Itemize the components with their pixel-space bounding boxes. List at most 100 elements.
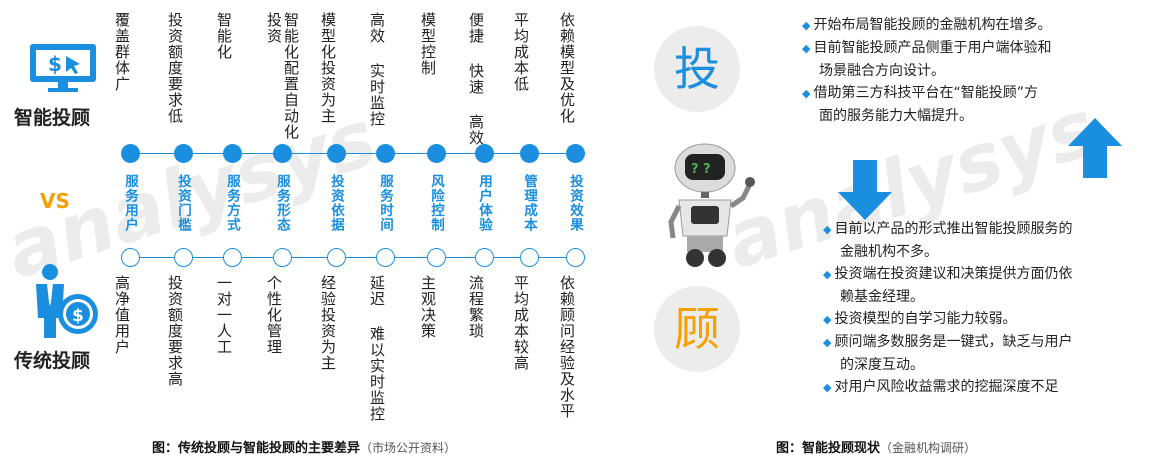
traditional-dot <box>427 248 446 267</box>
status-bullet: ◆ 投资端在投资建议和决策提供方面仍依赖基金经理。 <box>823 263 1153 308</box>
diamond-bullet-icon: ◆ <box>823 223 832 236</box>
robot-icon: ? ? <box>665 140 761 270</box>
smart-feature-text: 依赖模型及优化 <box>558 12 576 124</box>
traditional-dot <box>376 248 395 267</box>
smart-dot <box>566 144 585 163</box>
smart-feature-text: 便捷 快速 高效 <box>467 12 485 146</box>
smart-dot <box>174 144 193 163</box>
traditional-dot <box>121 248 140 267</box>
category-label: 服务时间 <box>377 174 393 232</box>
bottom-circle <box>654 286 740 372</box>
advisor-person-icon: $ <box>28 262 100 340</box>
top-char: 投 <box>674 42 720 96</box>
smart-feature-text: 投资额度要求低 <box>166 12 184 124</box>
diamond-bullet-icon: ◆ <box>823 381 832 394</box>
traditional-dot <box>223 248 242 267</box>
smart-dot <box>273 144 292 163</box>
traditional-feature-text: 流程繁琐 <box>467 275 485 339</box>
traditional-dot <box>174 248 193 267</box>
top-circle <box>654 26 740 112</box>
traditional-feature-text: 个性化管理 <box>265 275 283 355</box>
traditional-timeline-line <box>130 257 580 258</box>
traditional-feature-text: 投资额度要求高 <box>166 275 184 387</box>
category-label: 投资依据 <box>328 174 344 232</box>
traditional-dot <box>273 248 292 267</box>
bullet-text-continued: 的深度互动。 <box>840 357 924 373</box>
traditional-feature-text: 高净值用户 <box>113 275 131 355</box>
smart-feature-text: 智能化配置自动化投资 <box>265 12 300 140</box>
bullet-text: 投资端在投资建议和决策提供方面仍依 <box>834 266 1073 282</box>
right-caption: 图：智能投顾现状（金融机构调研） <box>776 441 977 456</box>
status-bullet: ◆ 目前以产品的形式推出智能投顾服务的金融机构不多。 <box>823 218 1153 263</box>
status-bullet: ◆ 投资模型的自学习能力较弱。 <box>823 308 1153 331</box>
top-bullet-list: ◆ 开始布局智能投顾的金融机构在增多。 ◆ 目前智能投顾产品侧重于用户端体验和 场景融合… <box>802 14 1152 127</box>
smart-feature-text: 覆盖群体广 <box>113 12 131 92</box>
diamond-bullet-icon: ◆ <box>802 87 811 100</box>
smart-dot <box>223 144 242 163</box>
diamond-bullet-icon: ◆ <box>823 336 832 349</box>
diamond-bullet-icon: ◆ <box>802 19 811 32</box>
bullet-text: 对用户风险收益需求的挖掘深度不足 <box>834 379 1059 395</box>
smart-dot <box>121 144 140 163</box>
diamond-bullet-icon: ◆ <box>823 268 832 281</box>
traditional-feature-text: 主观决策 <box>419 275 437 339</box>
smart-dot <box>376 144 395 163</box>
vs-label: VS <box>40 189 70 213</box>
smart-dot <box>520 144 539 163</box>
smart-timeline-line <box>130 153 580 154</box>
down-arrow-icon <box>838 160 892 224</box>
traditional-feature-text: 依赖顾问经验及水平 <box>558 275 576 419</box>
smart-feature-text: 智能化 <box>215 12 233 60</box>
bullet-text: 借助第三方科技平台在“智能投顾”方 <box>813 85 1038 101</box>
diamond-bullet-icon: ◆ <box>802 42 811 55</box>
status-bullet: ◆ 顾问端多数服务是一键式，缺乏与用户的深度互动。 <box>823 331 1153 376</box>
status-bullet: ◆ 对用户风险收益需求的挖掘深度不足 <box>823 376 1153 399</box>
smart-feature-text: 平均成本低 <box>512 12 530 92</box>
robot-eyes: ? ? <box>691 162 711 177</box>
up-arrow-icon <box>1068 118 1122 182</box>
traditional-dot <box>327 248 346 267</box>
bullet-text: 目前智能投顾产品侧重于用户端体验和 <box>813 40 1052 56</box>
category-label: 管理成本 <box>521 174 537 232</box>
smart-feature-text: 模型化投资为主 <box>319 12 337 124</box>
bullet-text-continued: 金融机构不多。 <box>840 244 938 260</box>
traditional-dot <box>475 248 494 267</box>
traditional-advisor-label: 传统投顾 <box>14 350 91 372</box>
traditional-dot <box>566 248 585 267</box>
bullet-text: 目前以产品的形式推出智能投顾服务的 <box>834 221 1073 237</box>
category-label: 服务形态 <box>274 174 290 232</box>
category-label: 用户体验 <box>476 174 492 232</box>
bullet-text-continued: 赖基金经理。 <box>840 289 924 305</box>
bullet-text: 投资模型的自学习能力较弱。 <box>834 311 1017 327</box>
bottom-bullet-list: ◆ 目前以产品的形式推出智能投顾服务的 金融机构不多。 ◆ 投资端在投资建议和决策提供方… <box>823 218 1153 399</box>
smart-feature-text: 模型控制 <box>419 12 437 76</box>
bullet-text: 顾问端多数服务是一键式，缺乏与用户 <box>834 334 1073 350</box>
smart-dot <box>427 144 446 163</box>
smart-feature-text: 高效 实时监控 <box>368 12 386 127</box>
traditional-feature-text: 经验投资为主 <box>319 275 337 371</box>
svg-text:$: $ <box>72 306 84 326</box>
bullet-text-continued: 场景融合方向设计。 <box>819 63 945 79</box>
status-bullet: ◆ 开始布局智能投顾的金融机构在增多。 <box>802 14 1152 37</box>
bottom-char: 顾 <box>674 302 720 356</box>
smart-advisor-label: 智能投顾 <box>14 107 91 129</box>
traditional-feature-text: 平均成本较高 <box>512 275 530 371</box>
category-label: 投资效果 <box>567 174 583 232</box>
status-bullet: ◆ 借助第三方科技平台在“智能投顾”方面的服务能力大幅提升。 <box>802 82 1152 127</box>
traditional-feature-text: 延迟 难以实时监控 <box>368 275 386 422</box>
category-label: 服务用户 <box>122 174 138 232</box>
diamond-bullet-icon: ◆ <box>823 313 832 326</box>
left-caption: 图：传统投顾与智能投顾的主要差异（市场公开资料） <box>152 441 457 456</box>
dollar-glyph: $ <box>48 52 62 76</box>
traditional-feature-text: 一对一人工 <box>215 275 233 355</box>
category-label: 投资门槛 <box>175 174 191 232</box>
bullet-text: 开始布局智能投顾的金融机构在增多。 <box>813 17 1052 33</box>
category-label: 风险控制 <box>428 174 444 232</box>
traditional-dot <box>520 248 539 267</box>
category-label: 服务方式 <box>224 174 240 232</box>
bullet-text-continued: 面的服务能力大幅提升。 <box>819 108 973 124</box>
monitor-icon: $ <box>28 42 98 94</box>
smart-dot <box>327 144 346 163</box>
status-bullet: ◆ 目前智能投顾产品侧重于用户端体验和场景融合方向设计。 <box>802 37 1152 82</box>
smart-dot <box>475 144 494 163</box>
